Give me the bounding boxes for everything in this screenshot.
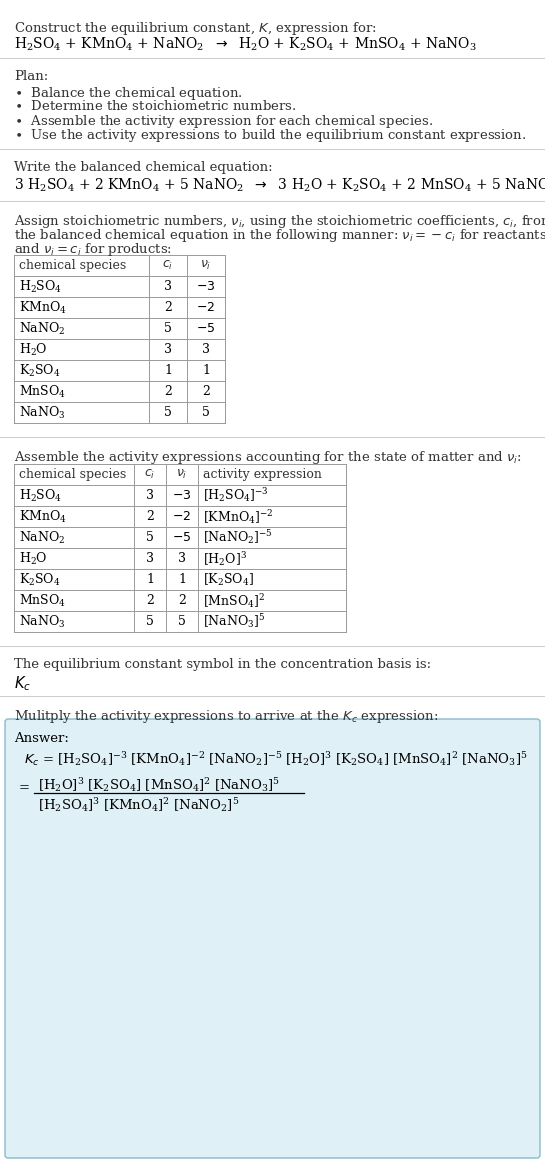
Text: Assemble the activity expressions accounting for the state of matter and $\nu_i$: Assemble the activity expressions accoun… <box>14 449 522 466</box>
Text: $-5$: $-5$ <box>172 531 192 544</box>
Text: $\mathregular{K_2SO_4}$: $\mathregular{K_2SO_4}$ <box>19 571 60 587</box>
Text: $\mathregular{NaNO_3}$: $\mathregular{NaNO_3}$ <box>19 405 65 421</box>
Text: $c_i$: $c_i$ <box>144 468 156 481</box>
Text: 1: 1 <box>146 573 154 586</box>
Text: $\mathregular{[MnSO_4]^{2}}$: $\mathregular{[MnSO_4]^{2}}$ <box>203 592 265 609</box>
Text: 3: 3 <box>164 280 172 293</box>
Text: $-5$: $-5$ <box>196 322 216 335</box>
Text: $\bullet$  Use the activity expressions to build the equilibrium constant expres: $\bullet$ Use the activity expressions t… <box>14 127 526 144</box>
Text: 5: 5 <box>164 406 172 419</box>
Text: and $\nu_i = c_i$ for products:: and $\nu_i = c_i$ for products: <box>14 241 172 258</box>
Text: $\mathregular{[NaNO_2]^{-5}}$: $\mathregular{[NaNO_2]^{-5}}$ <box>203 528 272 547</box>
Text: $\mathregular{[K_2SO_4]}$: $\mathregular{[K_2SO_4]}$ <box>203 571 254 587</box>
Text: activity expression: activity expression <box>203 468 322 481</box>
Text: 2: 2 <box>202 385 210 398</box>
FancyBboxPatch shape <box>5 719 540 1158</box>
Text: 3: 3 <box>146 488 154 502</box>
Text: $\mathregular{H_2SO_4}$: $\mathregular{H_2SO_4}$ <box>19 487 62 504</box>
Text: $\mathregular{KMnO_4}$: $\mathregular{KMnO_4}$ <box>19 508 67 525</box>
Text: 5: 5 <box>164 322 172 335</box>
Text: 1: 1 <box>202 364 210 377</box>
Text: 2: 2 <box>164 301 172 314</box>
Text: $\mathregular{[NaNO_3]^{5}}$: $\mathregular{[NaNO_3]^{5}}$ <box>203 613 265 630</box>
Text: 3: 3 <box>164 343 172 356</box>
Text: $\mathregular{[H_2O]^{3}}$: $\mathregular{[H_2O]^{3}}$ <box>203 549 247 568</box>
Text: 3: 3 <box>146 552 154 565</box>
Text: $\mathregular{H_2SO_4}$ + $\mathregular{KMnO_4}$ + $\mathregular{NaNO_2}$  $\rig: $\mathregular{H_2SO_4}$ + $\mathregular{… <box>14 36 477 53</box>
Text: chemical species: chemical species <box>19 259 126 272</box>
Text: Answer:: Answer: <box>14 732 69 745</box>
Text: 3: 3 <box>202 343 210 356</box>
Text: $c_i$: $c_i$ <box>162 259 174 272</box>
Text: 2: 2 <box>164 385 172 398</box>
Text: $\nu_i$: $\nu_i$ <box>201 259 211 272</box>
Text: 2: 2 <box>178 594 186 607</box>
Text: 5: 5 <box>146 531 154 544</box>
Text: Write the balanced chemical equation:: Write the balanced chemical equation: <box>14 160 272 174</box>
Text: Construct the equilibrium constant, $K$, expression for:: Construct the equilibrium constant, $K$,… <box>14 20 377 37</box>
Text: 1: 1 <box>178 573 186 586</box>
Text: $\bullet$  Assemble the activity expression for each chemical species.: $\bullet$ Assemble the activity expressi… <box>14 113 433 130</box>
Text: $\mathregular{[H_2SO_4]^{-3}}$: $\mathregular{[H_2SO_4]^{-3}}$ <box>203 486 269 505</box>
Text: $\mathregular{KMnO_4}$: $\mathregular{KMnO_4}$ <box>19 299 67 315</box>
Text: Plan:: Plan: <box>14 70 49 83</box>
Text: $\mathregular{H_2SO_4}$: $\mathregular{H_2SO_4}$ <box>19 278 62 294</box>
Text: 1: 1 <box>164 364 172 377</box>
Text: $-2$: $-2$ <box>196 301 216 314</box>
Text: $-3$: $-3$ <box>196 280 216 293</box>
Text: $-2$: $-2$ <box>172 511 191 523</box>
Text: the balanced chemical equation in the following manner: $\nu_i = -c_i$ for react: the balanced chemical equation in the fo… <box>14 227 545 244</box>
Text: $\mathregular{NaNO_2}$: $\mathregular{NaNO_2}$ <box>19 529 65 545</box>
Text: $\nu_i$: $\nu_i$ <box>177 468 187 481</box>
Text: Assign stoichiometric numbers, $\nu_i$, using the stoichiometric coefficients, $: Assign stoichiometric numbers, $\nu_i$, … <box>14 213 545 230</box>
Text: 3: 3 <box>178 552 186 565</box>
Text: $\mathregular{MnSO_4}$: $\mathregular{MnSO_4}$ <box>19 592 66 608</box>
Text: $\mathregular{[KMnO_4]^{-2}}$: $\mathregular{[KMnO_4]^{-2}}$ <box>203 507 274 526</box>
Text: 5: 5 <box>146 615 154 628</box>
Text: 3 $\mathregular{H_2SO_4}$ + 2 $\mathregular{KMnO_4}$ + 5 $\mathregular{NaNO_2}$ : 3 $\mathregular{H_2SO_4}$ + 2 $\mathregu… <box>14 177 545 194</box>
Text: Mulitply the activity expressions to arrive at the $K_c$ expression:: Mulitply the activity expressions to arr… <box>14 708 438 725</box>
Text: $\bullet$  Balance the chemical equation.: $\bullet$ Balance the chemical equation. <box>14 85 243 102</box>
Text: 2: 2 <box>146 511 154 523</box>
Text: $\mathregular{MnSO_4}$: $\mathregular{MnSO_4}$ <box>19 384 66 400</box>
Text: $\mathregular{H_2O}$: $\mathregular{H_2O}$ <box>19 342 47 357</box>
Text: $-3$: $-3$ <box>172 488 192 502</box>
Text: $\mathregular{[H_2SO_4]^{3}}$ $\mathregular{[KMnO_4]^{2}}$ $\mathregular{[NaNO_2: $\mathregular{[H_2SO_4]^{3}}$ $\mathregu… <box>38 795 239 814</box>
Text: $\mathregular{NaNO_2}$: $\mathregular{NaNO_2}$ <box>19 321 65 336</box>
Text: $\mathregular{H_2O}$: $\mathregular{H_2O}$ <box>19 550 47 566</box>
Text: $K_c$ = $\mathregular{[H_2SO_4]^{-3}}$ $\mathregular{[KMnO_4]^{-2}}$ $\mathregul: $K_c$ = $\mathregular{[H_2SO_4]^{-3}}$ $… <box>24 750 528 768</box>
Text: =: = <box>19 782 30 794</box>
Text: chemical species: chemical species <box>19 468 126 481</box>
Text: The equilibrium constant symbol in the concentration basis is:: The equilibrium constant symbol in the c… <box>14 658 431 671</box>
Text: 5: 5 <box>178 615 186 628</box>
Text: 5: 5 <box>202 406 210 419</box>
Text: $\mathregular{K_2SO_4}$: $\mathregular{K_2SO_4}$ <box>19 363 60 378</box>
Text: $K_c$: $K_c$ <box>14 675 31 693</box>
Text: $\mathregular{[H_2O]^{3}}$ $\mathregular{[K_2SO_4]}$ $\mathregular{[MnSO_4]^{2}}: $\mathregular{[H_2O]^{3}}$ $\mathregular… <box>38 776 280 794</box>
Text: $\bullet$  Determine the stoichiometric numbers.: $\bullet$ Determine the stoichiometric n… <box>14 99 296 113</box>
Text: $\mathregular{NaNO_3}$: $\mathregular{NaNO_3}$ <box>19 613 65 629</box>
Text: 2: 2 <box>146 594 154 607</box>
